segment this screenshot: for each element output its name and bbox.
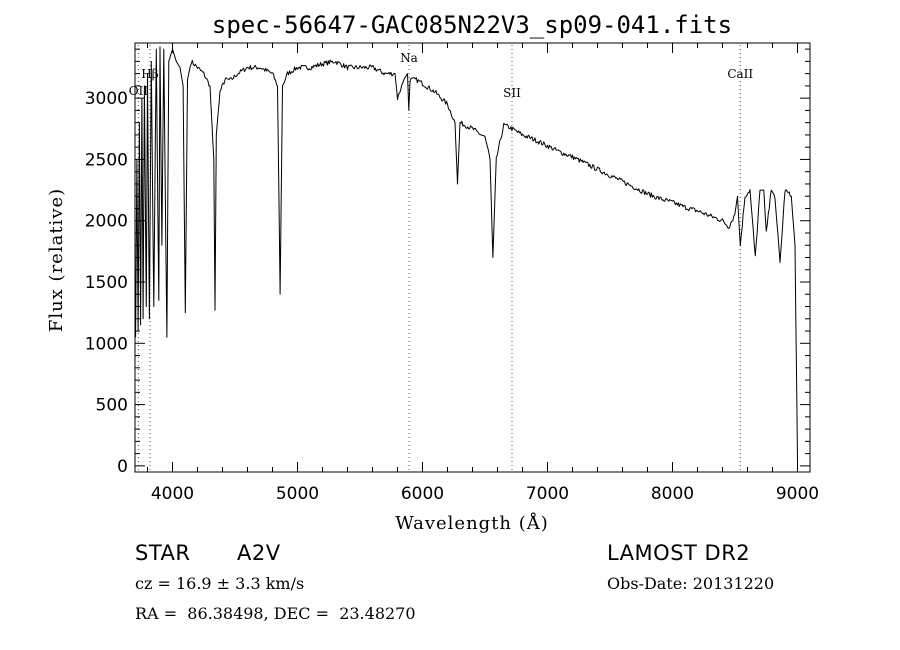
marker-label-3: SII — [503, 86, 521, 100]
coordinates: RA = 86.38498, DEC = 23.48270 — [135, 604, 416, 623]
y-tick-label-1: 500 — [96, 396, 128, 416]
spectrum-line — [135, 46, 798, 464]
y-tick-label-5: 2500 — [85, 150, 128, 170]
x-tick-label-0: 4000 — [151, 484, 194, 504]
observation-date: Obs-Date: 20131220 — [607, 574, 775, 593]
plot-frame — [134, 42, 811, 473]
spectral-subclass: A2V — [237, 541, 281, 565]
y-tick-label-2: 1000 — [85, 334, 128, 354]
object-type: STAR — [135, 541, 191, 565]
survey-name: LAMOST DR2 — [607, 541, 751, 565]
marker-label-0: OII — [129, 84, 149, 98]
x-tick-label-4: 8000 — [651, 484, 694, 504]
x-tick-label-2: 6000 — [401, 484, 444, 504]
x-tick-label-5: 9000 — [776, 484, 819, 504]
redshift-cz: cz = 16.9 ± 3.3 km/s — [135, 574, 305, 593]
chart-title: spec-56647-GAC085N22V3_sp09-041.fits — [212, 11, 732, 39]
marker-label-4: CaII — [727, 67, 753, 81]
spectrum-chart: spec-56647-GAC085N22V3_sp09-041.fits OII… — [46, 11, 819, 534]
marker-label-2: Na — [400, 51, 418, 65]
y-tick-label-4: 2000 — [85, 212, 128, 232]
y-axis-label: Flux (relative) — [46, 188, 67, 332]
x-axis-label: Wavelength (Å) — [395, 512, 549, 534]
y-tick-label-3: 1500 — [85, 273, 128, 293]
x-tick-label-3: 7000 — [526, 484, 569, 504]
y-tick-label-6: 3000 — [85, 89, 128, 109]
x-tick-label-1: 5000 — [276, 484, 319, 504]
y-tick-label-0: 0 — [117, 457, 128, 477]
marker-label-1: Hβ — [141, 67, 158, 81]
